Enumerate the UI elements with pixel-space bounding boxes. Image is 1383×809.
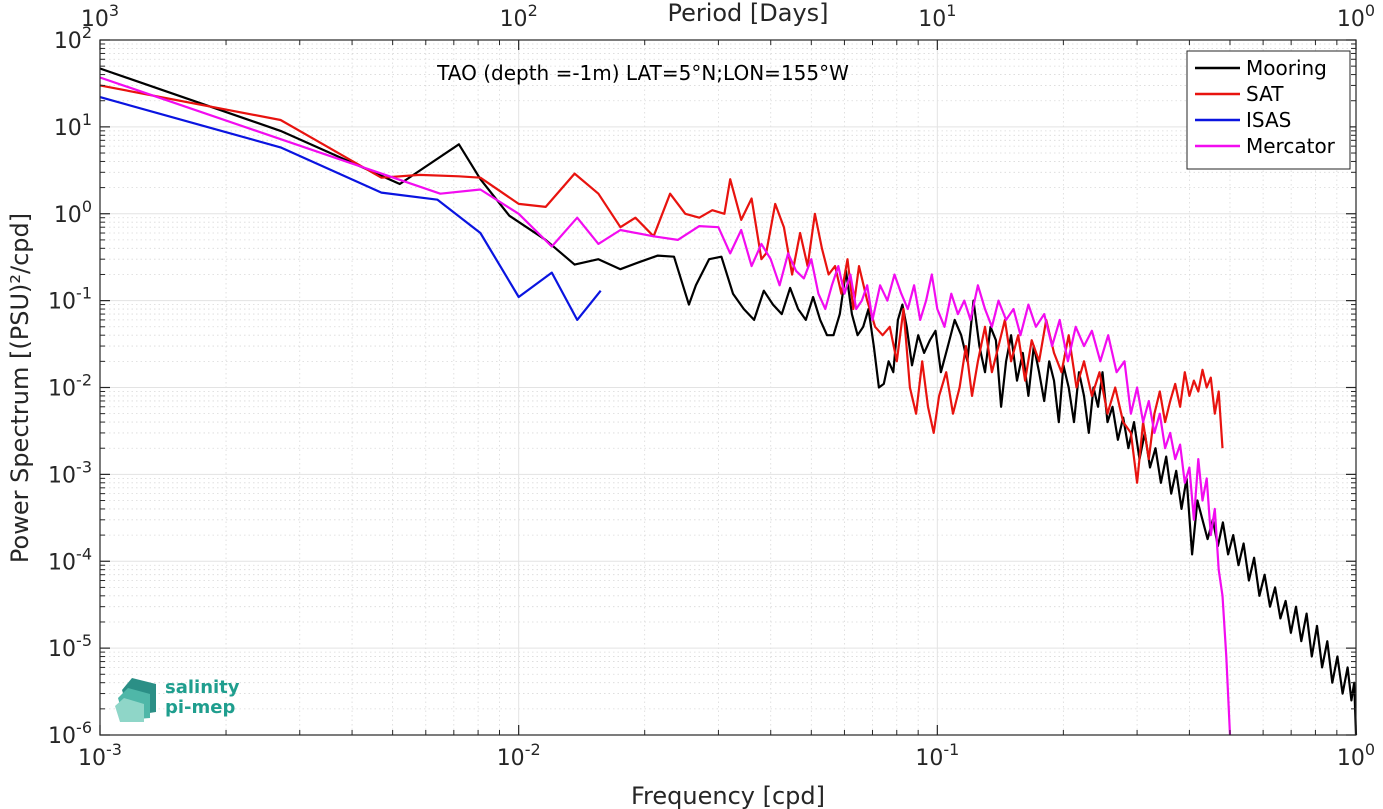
series-line-mercator [99, 76, 1232, 736]
top-tick-label: 100 [1337, 1, 1375, 32]
top-tick-label: 101 [918, 1, 956, 32]
y-tick-label: 100 [54, 197, 92, 228]
legend-label-mercator: Mercator [1246, 134, 1336, 158]
series-line-mooring [99, 67, 1358, 736]
y-tick-label: 101 [54, 110, 92, 141]
y-tick-label: 10-4 [48, 544, 92, 575]
x-tick-label: 10-2 [497, 740, 541, 771]
y-axis-label: Power Spectrum [(PSU)²/cpd] [6, 213, 34, 563]
logo-text-salinity: salinity [165, 677, 240, 698]
x-tick-label: 10-3 [78, 740, 122, 771]
x-tick-label: 10-1 [915, 740, 959, 771]
y-tick-label: 102 [54, 23, 92, 54]
top-tick-label: 102 [500, 1, 538, 32]
top-axis-label: Period [Days] [667, 0, 828, 27]
legend-box [1186, 50, 1351, 170]
y-tick-label: 10-5 [48, 631, 92, 662]
x-tick-label: 100 [1337, 740, 1375, 771]
logo-shape-front [115, 698, 144, 722]
y-tick-label: 10-6 [48, 718, 92, 749]
series-line-isas [99, 96, 602, 321]
series-lines [99, 67, 1358, 736]
legend-label-isas: ISAS [1246, 108, 1291, 132]
legend-label-sat: SAT [1246, 82, 1284, 106]
salinity-pi-mep-logo: salinity pi-mep [115, 677, 240, 722]
y-tick-label: 10-2 [48, 371, 92, 402]
y-tick-label: 10-1 [48, 284, 92, 315]
top-tick-label: 103 [81, 1, 119, 32]
chart-annotation: TAO (depth =-1m) LAT=5°N;LON=155°W [436, 61, 849, 85]
legend-label-mooring: Mooring [1246, 56, 1327, 80]
y-tick-label: 10-3 [48, 457, 92, 488]
axis-ticks [99, 39, 1357, 736]
logo-text-pi-mep: pi-mep [165, 697, 235, 718]
x-axis-label: Frequency [cpd] [631, 782, 825, 809]
series-line-sat [99, 84, 1224, 484]
